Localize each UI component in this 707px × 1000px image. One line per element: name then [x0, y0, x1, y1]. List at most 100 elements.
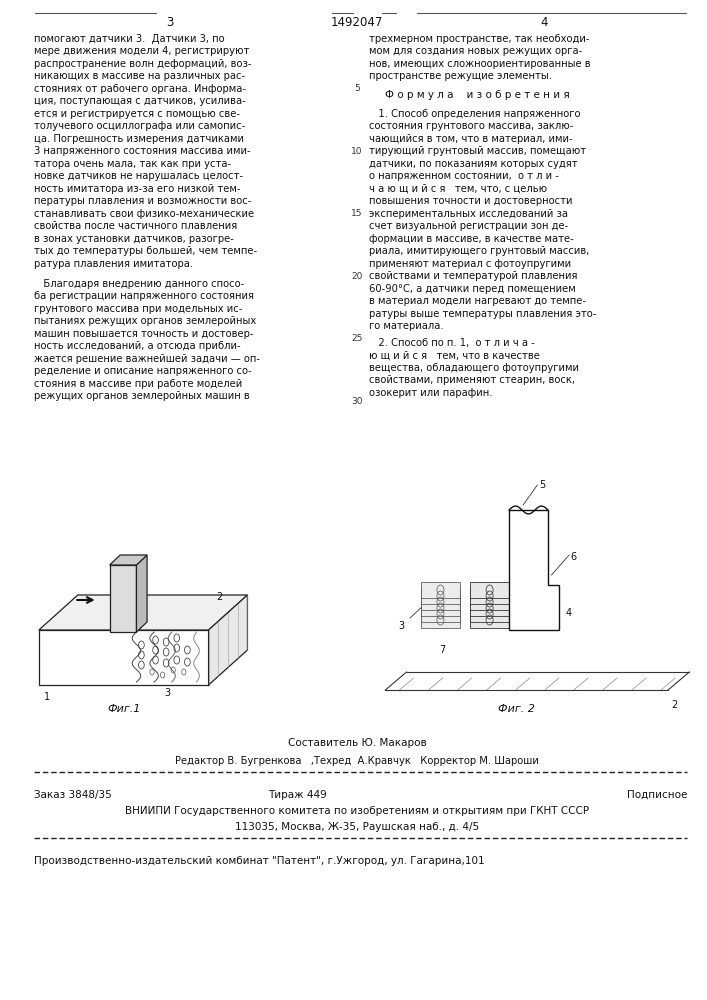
Text: экспериментальных исследований за: экспериментальных исследований за — [369, 209, 568, 219]
Text: станавливать свои физико-механические: станавливать свои физико-механические — [34, 209, 254, 219]
Text: толучевого осциллографа или самопис-: толучевого осциллографа или самопис- — [34, 121, 245, 131]
Text: 4: 4 — [119, 557, 124, 567]
Text: грунтового массива при модельных ис-: грунтового массива при модельных ис- — [34, 304, 243, 314]
Text: 20: 20 — [351, 272, 363, 281]
Text: нов, имеющих сложноориентированные в: нов, имеющих сложноориентированные в — [369, 59, 590, 69]
Text: свойствами, применяют стеарин, воск,: свойствами, применяют стеарин, воск, — [369, 375, 575, 385]
Polygon shape — [39, 595, 247, 630]
Text: стояния в массиве при работе моделей: стояния в массиве при работе моделей — [34, 379, 243, 389]
Text: риала, имитирующего грунтовый массив,: риала, имитирующего грунтовый массив, — [369, 246, 590, 256]
Text: Производственно-издательский комбинат "Патент", г.Ужгород, ул. Гагарина,101: Производственно-издательский комбинат "П… — [34, 856, 484, 866]
Text: 60-90°С, а датчики перед помещением: 60-90°С, а датчики перед помещением — [369, 284, 575, 294]
Text: 5: 5 — [354, 84, 360, 93]
Polygon shape — [470, 606, 509, 622]
Text: 113035, Москва, Ж-35, Раушская наб., д. 4/5: 113035, Москва, Ж-35, Раушская наб., д. … — [235, 822, 479, 832]
Text: ция, поступающая с датчиков, усилива-: ция, поступающая с датчиков, усилива- — [34, 96, 246, 106]
Text: в зонах установки датчиков, разогре-: в зонах установки датчиков, разогре- — [34, 234, 234, 244]
Text: озокерит или парафин.: озокерит или парафин. — [369, 388, 493, 398]
Polygon shape — [136, 555, 147, 632]
Text: Фиг. 2: Фиг. 2 — [498, 704, 534, 714]
Text: 25: 25 — [351, 334, 363, 343]
Text: машин повышается точность и достовер-: машин повышается точность и достовер- — [34, 329, 253, 339]
Text: 4: 4 — [541, 16, 548, 29]
Text: помогают датчики 3.  Датчики 3, по: помогают датчики 3. Датчики 3, по — [34, 34, 225, 44]
Text: тирующий грунтовый массив, помещают: тирующий грунтовый массив, помещают — [369, 146, 586, 156]
Text: 2: 2 — [672, 700, 678, 710]
Polygon shape — [421, 606, 460, 622]
Text: тых до температуры большей, чем темпе-: тых до температуры большей, чем темпе- — [34, 246, 257, 256]
Text: ность исследований, а отсюда прибли-: ность исследований, а отсюда прибли- — [34, 341, 240, 351]
Text: новке датчиков не нарушалась целост-: новке датчиков не нарушалась целост- — [34, 171, 243, 181]
Text: 3: 3 — [165, 688, 170, 698]
Text: Ф о р м у л а    и з о б р е т е н и я: Ф о р м у л а и з о б р е т е н и я — [385, 90, 570, 100]
Polygon shape — [209, 595, 247, 685]
Text: 4: 4 — [566, 608, 572, 618]
Text: ределение и описание напряженного со-: ределение и описание напряженного со- — [34, 366, 252, 376]
Text: 5: 5 — [539, 480, 545, 490]
Text: Составитель Ю. Макаров: Составитель Ю. Макаров — [288, 738, 426, 748]
Text: ч а ю щ и й с я   тем, что, с целью: ч а ю щ и й с я тем, что, с целью — [369, 184, 547, 194]
Polygon shape — [421, 594, 460, 610]
Text: Тираж 449: Тираж 449 — [267, 790, 327, 800]
Polygon shape — [421, 612, 460, 628]
Text: ба регистрации напряженного состояния: ба регистрации напряженного состояния — [34, 291, 254, 301]
Text: счет визуальной регистрации зон де-: счет визуальной регистрации зон де- — [369, 221, 568, 231]
Text: 2. Способ по п. 1,  о т л и ч а -: 2. Способ по п. 1, о т л и ч а - — [369, 338, 534, 348]
Text: никающих в массиве на различных рас-: никающих в массиве на различных рас- — [34, 71, 245, 81]
Text: Фиг.1: Фиг.1 — [107, 704, 141, 714]
Text: пространстве режущие элементы.: пространстве режущие элементы. — [369, 71, 552, 81]
Polygon shape — [470, 612, 509, 628]
Text: жается решение важнейшей задачи — оп-: жается решение важнейшей задачи — оп- — [34, 354, 260, 364]
Polygon shape — [470, 600, 509, 616]
Text: режущих органов землеройных машин в: режущих органов землеройных машин в — [34, 391, 250, 401]
Polygon shape — [110, 565, 136, 632]
Text: 2: 2 — [216, 592, 222, 602]
Polygon shape — [421, 600, 460, 616]
Text: датчики, по показаниям которых судят: датчики, по показаниям которых судят — [369, 159, 578, 169]
Text: го материала.: го материала. — [369, 321, 444, 331]
Text: трехмерном пространстве, так необходи-: трехмерном пространстве, так необходи- — [369, 34, 590, 44]
Polygon shape — [110, 555, 147, 565]
Text: повышения точности и достоверности: повышения точности и достоверности — [369, 196, 573, 206]
Text: пытаниях режущих органов землеройных: пытаниях режущих органов землеройных — [34, 316, 256, 326]
Text: свойства после частичного плавления: свойства после частичного плавления — [34, 221, 237, 231]
Text: распространение волн деформаций, воз-: распространение волн деформаций, воз- — [34, 59, 252, 69]
Text: стояниях от рабочего органа. Информа-: стояниях от рабочего органа. Информа- — [34, 84, 246, 94]
Text: вещества, обладающего фотоупругими: вещества, обладающего фотоупругими — [369, 363, 579, 373]
Text: ратуры выше температуры плавления это-: ратуры выше температуры плавления это- — [369, 309, 597, 319]
Polygon shape — [421, 582, 460, 598]
Text: татора очень мала, так как при уста-: татора очень мала, так как при уста- — [34, 159, 231, 169]
Text: 1492047: 1492047 — [331, 16, 383, 29]
Text: 15: 15 — [351, 209, 363, 218]
Text: Заказ 3848/35: Заказ 3848/35 — [34, 790, 112, 800]
Polygon shape — [470, 594, 509, 610]
Text: 3: 3 — [398, 621, 404, 631]
Text: ю щ и й с я   тем, что в качестве: ю щ и й с я тем, что в качестве — [369, 350, 540, 360]
Text: состояния грунтового массива, заклю-: состояния грунтового массива, заклю- — [369, 121, 573, 131]
Text: ца. Погрешность измерения датчиками: ца. Погрешность измерения датчиками — [34, 134, 244, 144]
Text: Благодаря внедрению данного спосо-: Благодаря внедрению данного спосо- — [34, 279, 244, 289]
Text: мере движения модели 4, регистрируют: мере движения модели 4, регистрируют — [34, 46, 250, 56]
Text: ВНИИПИ Государственного комитета по изобретениям и открытиям при ГКНТ СССР: ВНИИПИ Государственного комитета по изоб… — [125, 806, 589, 816]
Polygon shape — [470, 588, 509, 604]
Text: 6: 6 — [571, 552, 577, 562]
Text: формации в массиве, в качестве мате-: формации в массиве, в качестве мате- — [369, 234, 574, 244]
Text: о напряженном состоянии,  о т л и -: о напряженном состоянии, о т л и - — [369, 171, 559, 181]
Polygon shape — [421, 588, 460, 604]
Text: в материал модели нагревают до темпе-: в материал модели нагревают до темпе- — [369, 296, 586, 306]
Text: 3: 3 — [166, 16, 173, 29]
Text: ратура плавления имитатора.: ратура плавления имитатора. — [34, 259, 193, 269]
Text: мом для создания новых режущих орга-: мом для создания новых режущих орга- — [369, 46, 583, 56]
Polygon shape — [470, 582, 509, 598]
Text: ется и регистрируется с помощью све-: ется и регистрируется с помощью све- — [34, 109, 240, 119]
Text: 30: 30 — [351, 397, 363, 406]
Text: Редактор В. Бугренкова   ,Техред  А.Кравчук   Корректор М. Шароши: Редактор В. Бугренкова ,Техред А.Кравчук… — [175, 756, 539, 766]
Text: свойствами и температурой плавления: свойствами и температурой плавления — [369, 271, 578, 281]
Text: применяют материал с фотоупругими: применяют материал с фотоупругими — [369, 259, 571, 269]
Text: 1: 1 — [45, 692, 50, 702]
Text: чающийся в том, что в материал, ими-: чающийся в том, что в материал, ими- — [369, 134, 573, 144]
Text: 1. Способ определения напряженного: 1. Способ определения напряженного — [369, 109, 580, 119]
Text: пературы плавления и возможности вос-: пературы плавления и возможности вос- — [34, 196, 251, 206]
Text: Подписное: Подписное — [627, 790, 687, 800]
Text: 3 напряженного состояния массива ими-: 3 напряженного состояния массива ими- — [34, 146, 250, 156]
